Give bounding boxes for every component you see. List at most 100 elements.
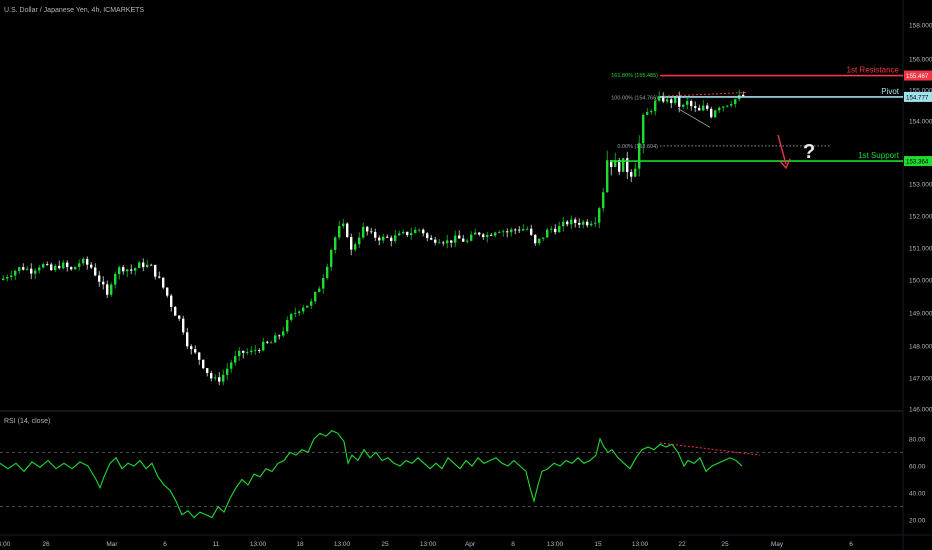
candle bbox=[234, 350, 237, 366]
candle bbox=[282, 327, 285, 338]
candle-body bbox=[78, 263, 81, 267]
candle bbox=[298, 310, 301, 316]
candle-body bbox=[698, 107, 701, 111]
candle bbox=[490, 232, 493, 237]
candle-body bbox=[502, 231, 505, 233]
candle bbox=[386, 234, 389, 239]
candle-body bbox=[534, 234, 537, 244]
candle bbox=[546, 227, 549, 238]
candle-body bbox=[258, 350, 261, 352]
candle-body bbox=[174, 306, 177, 316]
candle bbox=[54, 263, 57, 273]
candle-body bbox=[14, 271, 17, 276]
candle-body bbox=[602, 192, 605, 209]
candle bbox=[470, 231, 473, 242]
candle-body bbox=[318, 288, 321, 292]
candle bbox=[466, 238, 469, 244]
candle-body bbox=[426, 233, 429, 238]
candle-body bbox=[430, 237, 433, 240]
price-tick-label: 150.000 bbox=[909, 278, 932, 285]
candle bbox=[86, 256, 89, 270]
candle-body bbox=[422, 229, 425, 234]
candle-body bbox=[58, 265, 61, 269]
candle bbox=[286, 316, 289, 334]
candle bbox=[430, 235, 433, 241]
candle bbox=[382, 233, 385, 244]
candle-body bbox=[526, 228, 529, 230]
candle bbox=[90, 262, 93, 270]
candle bbox=[258, 348, 261, 354]
candle-body bbox=[330, 250, 333, 267]
rsi-tick-label: 60.00 bbox=[909, 463, 926, 470]
candle-body bbox=[622, 158, 625, 172]
candle bbox=[102, 276, 105, 290]
candle bbox=[402, 229, 405, 235]
candle-body bbox=[726, 105, 729, 107]
candle bbox=[350, 233, 353, 256]
candle bbox=[118, 265, 121, 280]
candle bbox=[658, 91, 661, 102]
time-tick-label: 13:00 bbox=[420, 541, 437, 548]
candle bbox=[38, 265, 41, 274]
candle bbox=[610, 160, 613, 176]
candle-body bbox=[626, 158, 629, 173]
candle bbox=[246, 348, 249, 356]
candle-body bbox=[310, 301, 313, 306]
candle-body bbox=[438, 242, 441, 244]
candle bbox=[418, 228, 421, 233]
candle bbox=[342, 218, 345, 229]
candle bbox=[254, 345, 257, 355]
time-tick-label: 18 bbox=[296, 541, 304, 548]
time-tick-label: 3:00 bbox=[0, 541, 11, 548]
candle bbox=[390, 235, 393, 247]
candle-body bbox=[46, 264, 49, 265]
candle bbox=[606, 150, 609, 193]
candle-body bbox=[298, 311, 301, 313]
candle-body bbox=[114, 274, 117, 285]
candle-body bbox=[222, 374, 225, 382]
candle-body bbox=[678, 96, 681, 107]
candle-body bbox=[610, 160, 613, 168]
candle-body bbox=[66, 262, 69, 268]
candle-body bbox=[86, 258, 89, 265]
candle-body bbox=[286, 319, 289, 332]
candle bbox=[334, 236, 337, 254]
candle-body bbox=[394, 235, 397, 241]
candle-body bbox=[490, 234, 493, 236]
candle-body bbox=[486, 234, 489, 238]
candle bbox=[598, 206, 601, 229]
candle bbox=[374, 228, 377, 241]
time-tick-label: Mar bbox=[106, 541, 118, 548]
candle bbox=[646, 108, 649, 115]
candle bbox=[26, 265, 29, 271]
candle-body bbox=[146, 264, 149, 268]
candle bbox=[194, 345, 197, 355]
price-tick-label: 149.000 bbox=[909, 311, 932, 318]
fib-level-label: 161.80% (155.485) bbox=[611, 73, 658, 79]
candle bbox=[370, 227, 373, 234]
candle-body bbox=[202, 359, 205, 369]
candle bbox=[190, 344, 193, 355]
price-tick-label: 146.000 bbox=[909, 407, 932, 414]
price-axis[interactable]: 158.000 156.000 155.000 154.000 153.000 152.0… bbox=[902, 0, 932, 550]
time-axis[interactable]: 3:00 26 Mar 6 11 13:00 18 13:00 25 13:00 Apr 8 13:00… bbox=[0, 534, 932, 548]
candle-body bbox=[470, 234, 473, 241]
fib-level-label: 0.00% (153.604) bbox=[617, 144, 658, 150]
candle bbox=[666, 97, 669, 104]
candle-body bbox=[550, 228, 553, 230]
candle bbox=[274, 332, 277, 343]
candle bbox=[42, 262, 45, 269]
candle-body bbox=[190, 346, 193, 350]
candle-body bbox=[478, 232, 481, 235]
time-tick-label: 25 bbox=[721, 541, 729, 548]
rsi-axis[interactable]: 80.00 60.00 40.00 20.00 bbox=[909, 436, 926, 524]
time-tick-label: 13:00 bbox=[250, 541, 267, 548]
pivot-label: Pivot bbox=[881, 87, 900, 96]
candle-body bbox=[694, 106, 697, 108]
candle bbox=[562, 217, 565, 232]
candle-body bbox=[658, 96, 661, 101]
candle bbox=[326, 263, 329, 280]
time-tick-label: 22 bbox=[678, 541, 686, 548]
candle bbox=[18, 266, 21, 274]
